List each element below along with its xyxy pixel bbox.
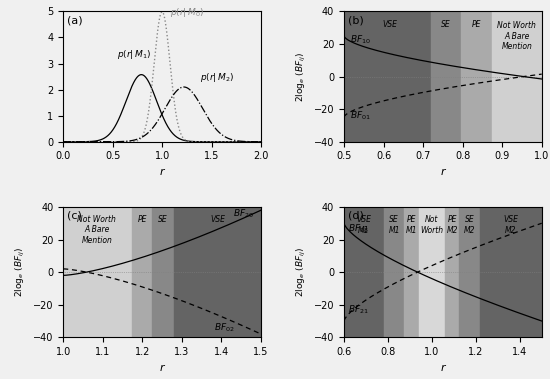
Y-axis label: $2\log_e\,(BF_{ij})$: $2\log_e\,(BF_{ij})$	[295, 52, 308, 102]
Bar	[480, 207, 542, 337]
Bar	[63, 207, 133, 337]
Text: VSE: VSE	[210, 215, 225, 224]
Text: M2: M2	[464, 227, 476, 235]
Text: PE: PE	[138, 215, 147, 224]
Text: PE: PE	[472, 20, 481, 28]
Bar	[431, 11, 461, 142]
Text: Not: Not	[425, 215, 438, 224]
Text: (b): (b)	[348, 15, 364, 25]
Text: $BF_{01}$: $BF_{01}$	[350, 110, 371, 122]
Text: Worth: Worth	[420, 227, 443, 235]
Bar	[459, 207, 480, 337]
Text: PE: PE	[448, 215, 457, 224]
Text: VSE: VSE	[503, 215, 519, 224]
X-axis label: r: r	[441, 167, 445, 177]
Text: VSE: VSE	[356, 215, 371, 224]
Bar	[404, 207, 419, 337]
Text: SE: SE	[465, 215, 475, 224]
Text: $BF_{10}$: $BF_{10}$	[350, 33, 371, 46]
Text: SE: SE	[441, 20, 450, 28]
Bar	[461, 11, 492, 142]
Text: $p(r|\,M_1)$: $p(r|\,M_1)$	[117, 48, 151, 61]
Bar	[174, 207, 261, 337]
Text: Not Worth
A Bare
Mention: Not Worth A Bare Mention	[78, 215, 116, 245]
Text: $p(r|\,M_2)$: $p(r|\,M_2)$	[200, 72, 234, 85]
Y-axis label: $2\log_e\,(BF_{ij})$: $2\log_e\,(BF_{ij})$	[14, 247, 28, 297]
Text: M1: M1	[388, 227, 400, 235]
Text: M2: M2	[447, 227, 458, 235]
X-axis label: r: r	[160, 167, 164, 177]
Bar	[492, 11, 542, 142]
Text: Not Worth
A Bare
Mention: Not Worth A Bare Mention	[497, 21, 536, 51]
Text: $BF_{20}$: $BF_{20}$	[233, 208, 254, 220]
Text: (a): (a)	[67, 15, 83, 25]
Bar	[152, 207, 174, 337]
Text: $BF_{18}$: $BF_{18}$	[348, 222, 369, 235]
Text: M1: M1	[406, 227, 417, 235]
Text: SE: SE	[389, 215, 399, 224]
Bar	[419, 207, 445, 337]
Bar	[133, 207, 152, 337]
Bar	[344, 207, 383, 337]
X-axis label: r: r	[441, 363, 445, 373]
Text: $p(r|\,M_0)$: $p(r|\,M_0)$	[170, 6, 204, 19]
Text: $BF_{21}$: $BF_{21}$	[348, 304, 369, 316]
Text: M1: M1	[358, 227, 370, 235]
Y-axis label: $2\log_e\,(BF_{ij})$: $2\log_e\,(BF_{ij})$	[295, 247, 308, 297]
Text: VSE: VSE	[382, 20, 397, 28]
Text: $BF_{02}$: $BF_{02}$	[213, 322, 234, 334]
Text: M2: M2	[505, 227, 517, 235]
Text: (c): (c)	[67, 211, 82, 221]
Text: PE: PE	[406, 215, 416, 224]
Text: SE: SE	[158, 215, 168, 224]
X-axis label: r: r	[160, 363, 164, 373]
Bar	[445, 207, 459, 337]
Bar	[383, 207, 404, 337]
Bar	[344, 11, 431, 142]
Text: (d): (d)	[348, 211, 364, 221]
